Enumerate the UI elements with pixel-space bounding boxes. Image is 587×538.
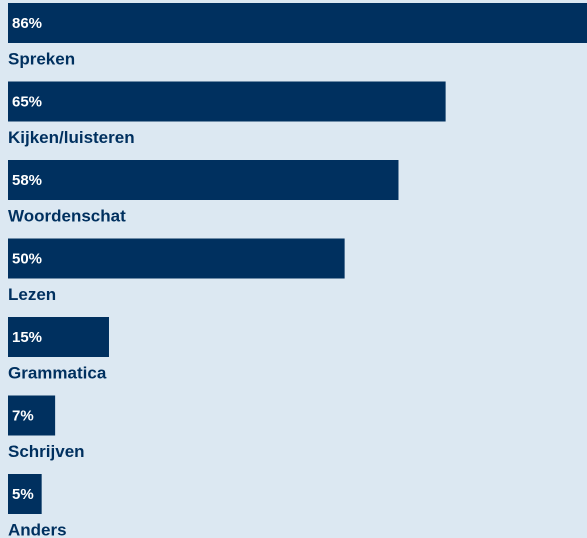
category-label: Kijken/luisteren [8, 128, 135, 147]
bar [8, 474, 42, 514]
value-label: 58% [12, 172, 42, 189]
value-label: 5% [12, 486, 34, 503]
category-label: Lezen [8, 285, 56, 304]
category-label: Grammatica [8, 363, 107, 382]
bar [8, 395, 56, 436]
value-label: 15% [12, 329, 42, 346]
category-label: Anders [8, 520, 67, 538]
bar [8, 238, 345, 279]
bar [8, 160, 399, 200]
bar [8, 3, 587, 43]
value-label: 7% [12, 407, 34, 424]
category-label: Woordenschat [8, 206, 126, 225]
bar [8, 317, 109, 357]
bar [8, 81, 446, 122]
value-label: 86% [12, 15, 42, 32]
value-label: 50% [12, 250, 42, 267]
category-label: Spreken [8, 49, 75, 68]
value-label: 65% [12, 93, 42, 110]
category-label: Schrijven [8, 442, 85, 461]
